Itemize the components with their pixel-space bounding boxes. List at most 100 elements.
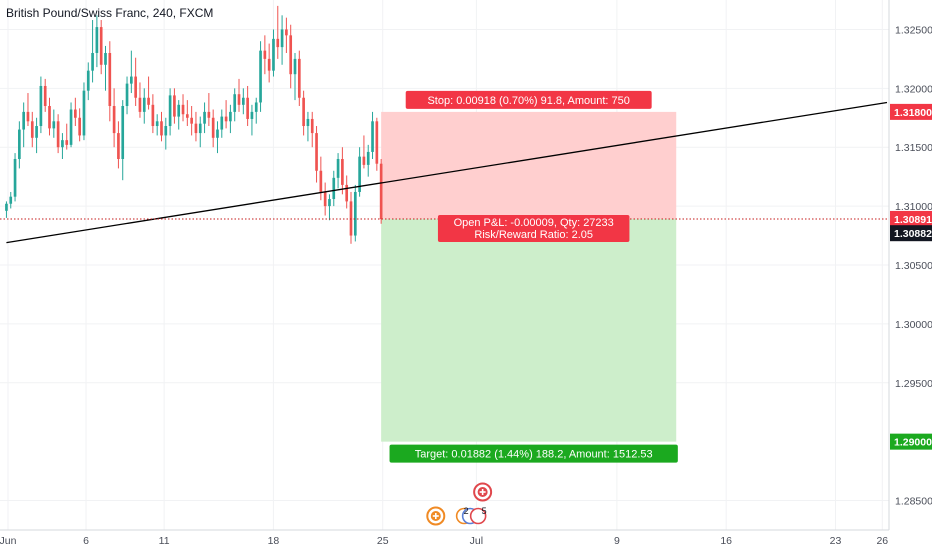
chart-title: British Pound/Swiss Franc, 240, FXCM: [6, 6, 213, 20]
candle-body: [99, 27, 103, 65]
candle-body: [142, 97, 146, 112]
candle-body: [91, 52, 94, 71]
candle-body: [26, 111, 30, 122]
stop-label-bg: [405, 90, 652, 109]
candle-body: [130, 76, 133, 84]
candle-body: [323, 191, 327, 207]
candle-body: [358, 156, 361, 192]
candle-body: [293, 58, 297, 75]
price-axis[interactable]: 1.32500 1.32000 1.31500 1.31000 1.30500 1.300…: [888, 0, 932, 530]
target-label-bg: [389, 444, 678, 463]
candle-body: [229, 111, 232, 122]
event-group-icon[interactable]: [469, 507, 487, 525]
candle-body: [18, 129, 21, 159]
x-tick-label: 11: [159, 535, 170, 547]
candle-body: [56, 121, 60, 148]
x-tick-label: 26: [876, 535, 888, 547]
candle-body: [272, 38, 275, 71]
candle-body: [86, 70, 90, 91]
candle-body: [310, 118, 314, 134]
open-pnl-label-bg: [437, 214, 630, 242]
position-zones[interactable]: [381, 111, 677, 442]
candle-body: [13, 158, 17, 197]
candle-body: [108, 52, 112, 106]
candle-body: [198, 123, 202, 134]
candle-body: [285, 29, 288, 36]
candle-body: [194, 123, 198, 134]
candle-body: [319, 170, 323, 192]
candle-body: [30, 121, 34, 138]
candle-body: [65, 140, 69, 145]
candle-body: [9, 196, 13, 204]
candle-body: [224, 116, 228, 122]
candle-body: [379, 163, 383, 220]
candle-body: [95, 27, 99, 53]
candle-body: [147, 97, 150, 105]
price-badge-bg: [890, 103, 932, 120]
candle-body: [306, 118, 310, 127]
candle-body: [52, 121, 56, 129]
candle-body: [375, 121, 379, 164]
candle-body: [280, 29, 284, 48]
y-tick-label: 1.32500: [895, 24, 932, 36]
candle-body: [254, 102, 258, 112]
candle-body: [125, 83, 129, 106]
candle-body: [35, 126, 38, 138]
x-tick-label: Jul: [470, 535, 483, 547]
candle-body: [160, 121, 163, 136]
candle-body: [241, 97, 245, 105]
x-tick-label: 16: [720, 535, 732, 547]
candle-body: [138, 97, 142, 112]
candle-body: [371, 121, 374, 152]
candle-body: [315, 133, 318, 171]
candle-body: [237, 94, 241, 105]
candle-body: [48, 105, 51, 129]
candle-body: [332, 177, 336, 200]
y-tick-label: 1.30500: [895, 260, 932, 272]
price-badge-stop: 1.31800: [894, 107, 932, 119]
y-tick-label: 1.29500: [895, 378, 932, 390]
candle-body: [246, 97, 249, 119]
candle-body: [203, 111, 206, 124]
candle-body: [5, 203, 8, 211]
candle-body: [276, 38, 280, 48]
candle-body: [263, 50, 267, 59]
x-tick-label: 23: [830, 535, 842, 547]
x-tick-label: 25: [377, 535, 389, 547]
candle-body: [181, 104, 185, 115]
candle-body: [173, 95, 176, 117]
candle-body: [190, 117, 193, 124]
candle-body: [155, 121, 159, 127]
candle-body: [302, 97, 305, 127]
candle-body: [366, 151, 370, 165]
candle-body: [78, 117, 81, 136]
candle-body: [168, 95, 172, 127]
stop-label: Stop: 0.00918 (0.70%) 91.8, Amount: 750: [427, 95, 629, 107]
time-axis[interactable]: Jun 6 11 18 25 Jul 9 16 23 26: [0, 529, 932, 550]
candle-body: [207, 111, 211, 118]
price-badge-target: 1.29000: [894, 437, 932, 449]
candle-body: [43, 85, 47, 106]
risk-reward-label: Risk/Reward Ratio: 2.05: [474, 229, 593, 241]
x-tick-label: Jun: [0, 535, 17, 547]
candle-body: [134, 76, 137, 98]
stop-loss-zone[interactable]: [381, 111, 677, 219]
x-tick-label: 18: [268, 535, 280, 547]
y-tick-label: 1.28500: [895, 496, 932, 508]
event-count-label: 2: [464, 506, 469, 516]
candle-body: [267, 58, 271, 71]
candle-body: [69, 109, 73, 145]
take-profit-zone[interactable]: [381, 218, 677, 442]
candle-body: [39, 85, 43, 127]
target-label: Target: 0.01882 (1.44%) 188.2, Amount: 1…: [415, 449, 653, 461]
candle-body: [104, 52, 107, 65]
price-badge-current: 1.30891: [894, 214, 932, 226]
candle-body: [74, 109, 77, 118]
candle-body: [353, 191, 357, 236]
x-tick-label: 6: [83, 535, 89, 547]
position-labels: Stop: 0.00918 (0.70%) 91.8, Amount: 750 T…: [389, 90, 678, 463]
event-count-label: 5: [482, 506, 487, 516]
